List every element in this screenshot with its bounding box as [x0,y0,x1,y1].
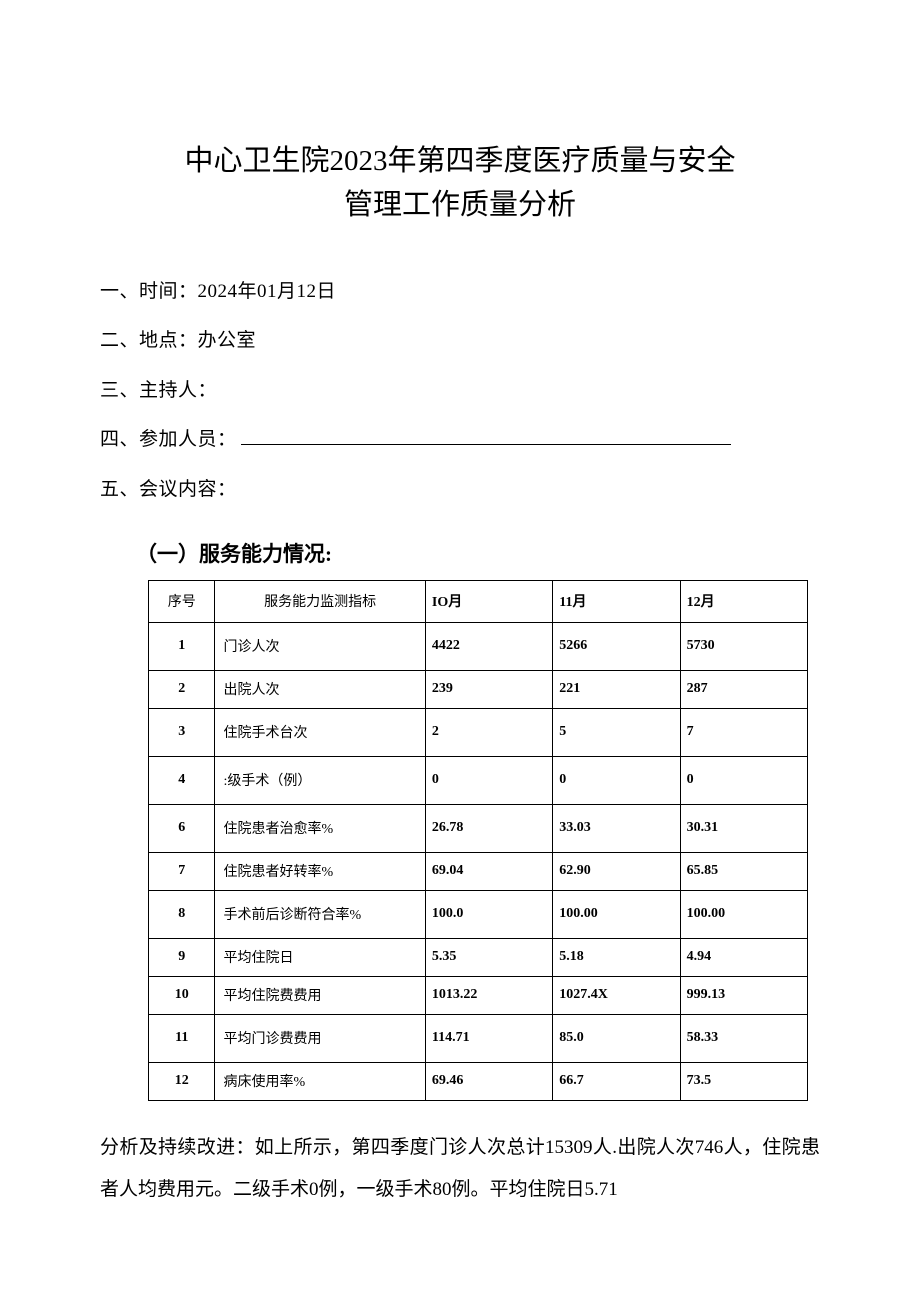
cell-v11: 100.00 [553,890,680,938]
title-line2: 管理工作质量分析 [344,189,576,221]
cell-seq: 10 [149,976,215,1014]
cell-v12: 287 [680,670,807,708]
cell-v11: 33.03 [553,804,680,852]
cell-seq: 3 [149,708,215,756]
th-m11: 11月 [553,580,680,622]
service-table: 序号 服务能力监测指标 IO月 11月 12月 1门诊人次44225266573… [148,580,808,1101]
table-row: 10平均住院费费用1013.221027.4X999.13 [149,976,808,1014]
cell-v11: 1027.4X [553,976,680,1014]
meta-time: 一、时间：2024年01月12日 [100,267,820,316]
cell-v12: 7 [680,708,807,756]
cell-v10: 5.35 [425,938,552,976]
cell-v12: 65.85 [680,852,807,890]
table-row: 12病床使用率%69.4666.773.5 [149,1062,808,1100]
cell-metric: 平均住院日 [215,938,425,976]
cell-metric: 手术前后诊断符合率% [215,890,425,938]
th-m12: 12月 [680,580,807,622]
cell-v12: 5730 [680,622,807,670]
cell-seq: 1 [149,622,215,670]
meta-host: 三、主持人： [100,366,820,415]
time-value: 2024年01月12日 [198,281,337,302]
cell-v10: 0 [425,756,552,804]
cell-seq: 2 [149,670,215,708]
cell-v11: 66.7 [553,1062,680,1100]
cell-seq: 6 [149,804,215,852]
cell-v12: 58.33 [680,1014,807,1062]
cell-v11: 62.90 [553,852,680,890]
cell-v12: 73.5 [680,1062,807,1100]
cell-seq: 7 [149,852,215,890]
cell-v11: 5266 [553,622,680,670]
table-body: 1门诊人次4422526657302出院人次2392212873住院手术台次25… [149,622,808,1100]
attendees-blank-line [241,444,731,445]
th-metric: 服务能力监测指标 [215,580,425,622]
section1-heading: （一）服务能力情况: [136,538,820,568]
cell-metric: 出院人次 [215,670,425,708]
meta-attendees: 四、参加人员： [100,415,820,464]
cell-seq: 8 [149,890,215,938]
cell-v10: 2 [425,708,552,756]
table-row: 11平均门诊费费用114.7185.058.33 [149,1014,808,1062]
cell-v10: 239 [425,670,552,708]
cell-v12: 0 [680,756,807,804]
table-row: 3住院手术台次257 [149,708,808,756]
cell-v11: 5.18 [553,938,680,976]
cell-v10: 26.78 [425,804,552,852]
cell-v10: 100.0 [425,890,552,938]
table-row: 6住院患者治愈率%26.7833.0330.31 [149,804,808,852]
cell-seq: 9 [149,938,215,976]
cell-v12: 4.94 [680,938,807,976]
cell-v12: 999.13 [680,976,807,1014]
table-row: 1门诊人次442252665730 [149,622,808,670]
cell-seq: 4 [149,756,215,804]
title-line1: 中心卫生院2023年第四季度医疗质量与安全 [184,145,735,177]
cell-v11: 5 [553,708,680,756]
cell-v11: 0 [553,756,680,804]
attendees-label: 四、参加人员： [100,429,237,450]
cell-metric: 平均门诊费费用 [215,1014,425,1062]
time-label: 一、时间： [100,281,198,302]
table-row: 8手术前后诊断符合率%100.0100.00100.00 [149,890,808,938]
table-row: 4:级手术（例）000 [149,756,808,804]
cell-v10: 1013.22 [425,976,552,1014]
table-row: 9平均住院日5.355.184.94 [149,938,808,976]
cell-metric: :级手术（例） [215,756,425,804]
cell-metric: 住院手术台次 [215,708,425,756]
cell-v10: 69.46 [425,1062,552,1100]
cell-seq: 11 [149,1014,215,1062]
meta-content: 五、会议内容： [100,465,820,514]
th-m10: IO月 [425,580,552,622]
cell-v10: 4422 [425,622,552,670]
document-title: 中心卫生院2023年第四季度医疗质量与安全 管理工作质量分析 [100,140,820,227]
cell-metric: 门诊人次 [215,622,425,670]
host-label: 三、主持人： [100,380,217,401]
cell-seq: 12 [149,1062,215,1100]
cell-v10: 114.71 [425,1014,552,1062]
cell-metric: 平均住院费费用 [215,976,425,1014]
cell-v12: 100.00 [680,890,807,938]
cell-metric: 住院患者好转率% [215,852,425,890]
th-seq: 序号 [149,580,215,622]
cell-metric: 病床使用率% [215,1062,425,1100]
cell-v12: 30.31 [680,804,807,852]
table-row: 7住院患者好转率%69.0462.9065.85 [149,852,808,890]
place-label: 二、地点： [100,330,198,351]
cell-v11: 221 [553,670,680,708]
place-value: 办公室 [198,330,257,351]
meta-place: 二、地点：办公室 [100,316,820,365]
table-row: 2出院人次239221287 [149,670,808,708]
analysis-paragraph: 分析及持续改进：如上所示，第四季度门诊人次总计15309人.出院人次746人，住… [100,1127,820,1211]
cell-v11: 85.0 [553,1014,680,1062]
content-label: 五、会议内容： [100,479,237,500]
cell-metric: 住院患者治愈率% [215,804,425,852]
table-header-row: 序号 服务能力监测指标 IO月 11月 12月 [149,580,808,622]
cell-v10: 69.04 [425,852,552,890]
